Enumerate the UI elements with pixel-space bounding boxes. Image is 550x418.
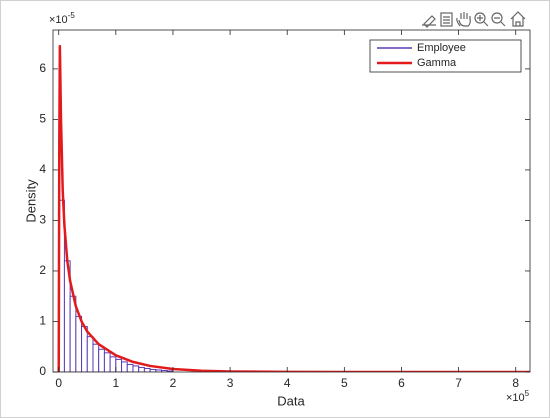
brush-icon[interactable] <box>422 15 436 28</box>
x-tick-label: 0 <box>55 376 62 390</box>
axes-box <box>52 29 531 373</box>
histogram-bar <box>103 352 111 372</box>
datatip-icon[interactable] <box>440 12 453 27</box>
x-tick-label: 6 <box>398 376 405 390</box>
line-series <box>57 44 530 372</box>
histogram-bar <box>109 356 117 372</box>
histogram-bar <box>92 343 100 372</box>
y-tick-label: 6 <box>39 61 46 75</box>
x-tick-label: 7 <box>455 376 462 390</box>
legend-label: Gamma <box>417 57 457 69</box>
x-tick-label: 2 <box>170 376 177 390</box>
y-tick-label: 1 <box>39 314 46 328</box>
x-tick-label: 1 <box>112 376 119 390</box>
histogram-bar <box>98 348 105 372</box>
y-exponent: ×10-5 <box>49 11 75 26</box>
y-tick-label: 5 <box>39 112 46 126</box>
histogram-bar <box>138 366 145 372</box>
zoom-out-icon[interactable] <box>491 12 506 27</box>
plot-area <box>57 44 530 372</box>
pan-icon[interactable] <box>456 12 471 27</box>
histogram-bar <box>126 363 134 372</box>
x-tick-label: 4 <box>284 376 291 390</box>
histogram-bar <box>132 365 140 372</box>
x-tick-label: 3 <box>227 376 234 390</box>
x-exponent: ×105 <box>506 389 530 404</box>
x-tick-label: 5 <box>341 376 348 390</box>
histogram-bar <box>75 315 83 372</box>
histogram-bar <box>86 336 94 372</box>
histogram-bar <box>121 361 128 372</box>
y-tick-label: 3 <box>39 213 46 227</box>
legend-box <box>369 39 522 73</box>
x-tick-label: 8 <box>512 376 519 390</box>
zoom-in-icon[interactable] <box>474 12 489 27</box>
toolbar <box>422 11 526 28</box>
y-axis-label: Density <box>23 179 38 223</box>
y-tick-label: 4 <box>39 162 46 176</box>
histogram-bar <box>81 326 88 372</box>
y-tick-label: 0 <box>39 364 46 378</box>
histogram-bar <box>143 367 151 372</box>
x-axis-label: Data <box>277 393 305 408</box>
home-icon[interactable] <box>510 11 526 27</box>
axes-background <box>53 30 530 372</box>
y-tick-label: 2 <box>39 263 46 277</box>
legend-label: Employee <box>417 42 466 54</box>
histogram-bar <box>115 358 123 372</box>
legend: Employee Gamma <box>369 39 522 73</box>
